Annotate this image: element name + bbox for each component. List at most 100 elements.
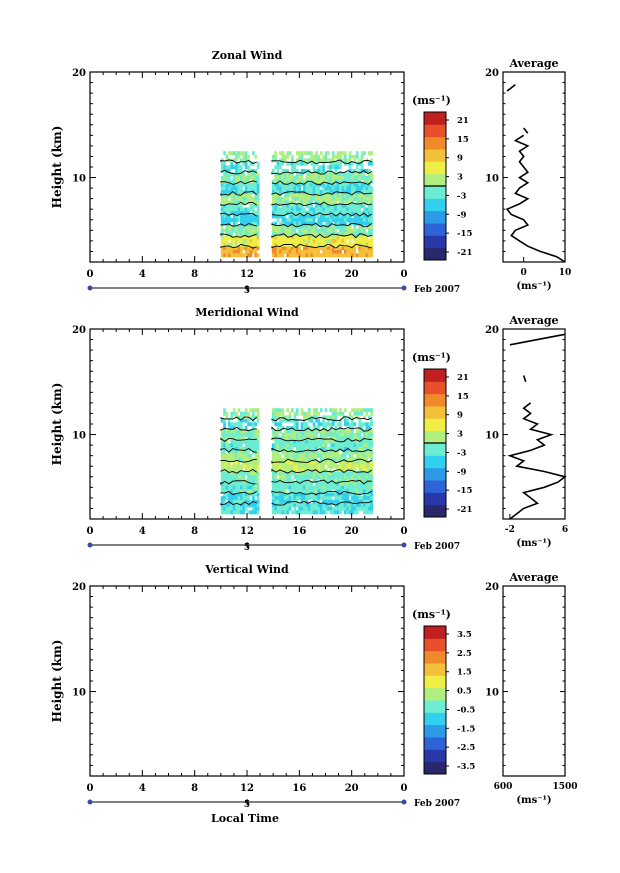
heatmap-cell <box>281 408 285 413</box>
heatmap-cell <box>244 506 248 511</box>
heatmap-cell <box>293 464 297 469</box>
heatmap-cell <box>353 460 357 465</box>
heatmap-cell <box>307 439 311 444</box>
heatmap-cell <box>324 175 328 180</box>
heatmap-cell <box>244 211 248 215</box>
heatmap-cell <box>254 432 258 437</box>
heatmap-cell <box>310 468 313 472</box>
heatmap-cell <box>322 489 325 494</box>
heatmap-cell <box>324 471 328 476</box>
heatmap-cell <box>329 447 333 451</box>
heatmap-cell <box>237 197 241 201</box>
heatmap-cell <box>279 249 282 254</box>
heatmap-cell <box>363 454 366 458</box>
heatmap-cell <box>300 203 304 208</box>
heatmap-cell <box>283 203 287 208</box>
heatmap-cell <box>310 186 313 191</box>
heatmap-cell <box>279 235 282 240</box>
heatmap-cell <box>358 242 361 247</box>
heatmap-cell <box>319 200 323 205</box>
heatmap-cell <box>348 253 352 258</box>
heatmap-cell <box>274 454 277 458</box>
heatmap-cell <box>223 450 226 455</box>
heatmap-cell <box>365 182 369 187</box>
heatmap-cell <box>312 235 316 240</box>
heatmap-cell <box>360 151 364 156</box>
x-tick-label: 8 <box>191 783 198 794</box>
heatmap-cell <box>232 203 236 208</box>
heatmap-cell <box>317 197 321 201</box>
heatmap-cell <box>240 211 243 215</box>
heatmap-cell <box>355 172 359 177</box>
heatmap-cell <box>249 454 253 458</box>
x-tick-label: 0 <box>87 783 94 794</box>
heatmap-cell <box>303 432 306 437</box>
heatmap-cell <box>353 439 357 444</box>
heatmap-cell <box>348 503 352 508</box>
heatmap-cell <box>353 207 357 212</box>
heatmap-cell <box>281 489 285 494</box>
heatmap-cell <box>230 225 234 229</box>
heatmap-cell <box>329 422 333 427</box>
heatmap-cell <box>235 161 238 166</box>
heatmap-cell <box>360 506 364 511</box>
heatmap-cell <box>346 207 349 212</box>
heatmap-cell <box>303 439 306 444</box>
heatmap-cell <box>312 172 316 177</box>
heatmap-cell <box>339 249 342 254</box>
heatmap-cell <box>319 468 323 472</box>
heatmap-cell <box>286 510 289 515</box>
heatmap-cell <box>274 478 277 483</box>
heatmap-cell <box>237 499 241 504</box>
heatmap-cell <box>329 503 333 508</box>
heatmap-cell <box>334 499 337 504</box>
heatmap-cell <box>237 161 241 166</box>
heatmap-cell <box>358 182 361 187</box>
heatmap-cell <box>367 415 371 420</box>
heatmap-cell <box>343 457 347 462</box>
heatmap-cell <box>220 503 224 508</box>
heatmap-cell <box>339 506 342 511</box>
heatmap-cell <box>271 186 275 191</box>
heatmap-cell <box>242 239 246 244</box>
heatmap-cell <box>240 151 243 156</box>
heatmap-cell <box>365 436 369 441</box>
heatmap-cell <box>327 439 330 444</box>
heatmap-cell <box>242 182 246 187</box>
heatmap-cell <box>315 232 318 237</box>
heatmap-cell <box>324 151 328 156</box>
heatmap-cell <box>312 496 316 501</box>
heatmap-cell <box>322 207 325 212</box>
heatmap-cell <box>288 186 292 191</box>
heatmap-cell <box>351 179 354 184</box>
heatmap-cell <box>279 418 282 423</box>
y-tick-label: 20 <box>72 325 86 336</box>
heatmap-cell <box>283 182 287 187</box>
heatmap-cell <box>223 482 226 486</box>
heatmap-cell <box>291 186 294 191</box>
heatmap-cell <box>336 246 340 251</box>
heatmap-cell <box>370 510 373 515</box>
heatmap-cell <box>367 207 371 212</box>
heatmap-cell <box>341 506 345 511</box>
heatmap-cell <box>247 218 250 222</box>
heatmap-cell <box>293 475 297 479</box>
heatmap-cell <box>240 228 243 233</box>
heatmap-cell <box>315 182 318 187</box>
heatmap-cell <box>232 439 236 444</box>
heatmap-cell <box>232 408 236 413</box>
heatmap-cell <box>281 154 285 159</box>
heatmap-cell <box>232 235 236 240</box>
heatmap-cell <box>237 432 241 437</box>
heatmap-cell <box>322 457 325 462</box>
heatmap-cell <box>274 179 277 184</box>
heatmap-cell <box>228 503 231 508</box>
heatmap-cell <box>358 499 361 504</box>
x-tick-label: 4 <box>139 269 146 280</box>
colorbar-segment <box>424 406 446 419</box>
heatmap-cell <box>286 415 289 420</box>
heatmap-cell <box>300 429 304 434</box>
heatmap-cell <box>286 482 289 486</box>
heatmap-cell <box>271 510 275 515</box>
heatmap-cell <box>249 457 253 462</box>
